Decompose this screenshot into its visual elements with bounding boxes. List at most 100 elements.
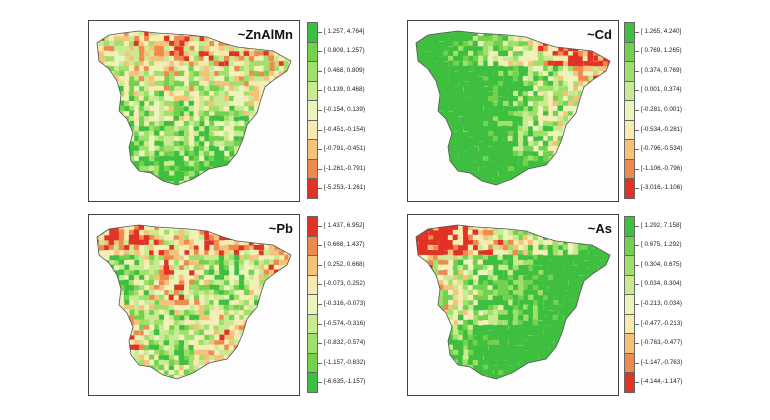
- legend-swatch: [624, 158, 635, 180]
- legend-tick: [318, 51, 322, 53]
- legend-tick: [318, 31, 322, 33]
- legend-label: [ 0.252, 0.668): [324, 260, 365, 268]
- legend-swatch: [624, 178, 635, 199]
- legend-label: [-0.832,-0.574): [324, 339, 366, 347]
- legend-swatch: [307, 158, 318, 180]
- legend-label: [-0.534,-0.281): [641, 125, 683, 133]
- legend-tick: [318, 149, 322, 151]
- country-border: [96, 224, 292, 380]
- legend-label: [ 0.304, 0.675): [641, 260, 682, 268]
- legend-label: [-4.144,-1.147): [641, 378, 683, 386]
- legend-label: [ 0.809, 1.257): [324, 47, 365, 55]
- legend-label: [-0.796,-0.534): [641, 145, 683, 153]
- legend-swatch: [624, 294, 635, 315]
- legend-label: [-0.213, 0.034): [641, 300, 682, 307]
- legend-swatch: [307, 372, 318, 393]
- legend-label: [-1.157,-0.832): [324, 358, 366, 366]
- legend-tick: [635, 188, 639, 190]
- legend-tick: [318, 323, 322, 325]
- legend-label: [-0.281, 0.001): [641, 106, 682, 113]
- legend-swatch: [624, 372, 635, 393]
- map-title: ~Pb: [268, 221, 293, 236]
- legend-tick: [635, 149, 639, 151]
- legend-swatch: [307, 274, 318, 296]
- legend-tick: [635, 90, 639, 92]
- legend-tick: [318, 110, 322, 111]
- legend-label: [ 1.437, 6.952]: [324, 221, 365, 229]
- legend-swatch: [307, 333, 318, 354]
- spain-choropleth-map: [415, 224, 611, 380]
- legend-tick: [318, 304, 322, 305]
- legend-label: [-0.791,-0.451): [324, 145, 366, 153]
- map-title: ~As: [587, 221, 612, 236]
- legend-label: [-1.147,-0.763): [641, 358, 683, 366]
- legend-label: [-0.316,-0.073): [324, 300, 366, 307]
- legend-tick: [635, 225, 639, 227]
- map-title: ~Cd: [587, 27, 612, 42]
- legend-label: [-5.253,-1.261): [324, 184, 366, 192]
- legend-label: [-0.154, 0.139): [324, 106, 365, 113]
- legend: [ 1.265, 4.240] [ 0.769, 1.265) [ 0.374, 0…: [624, 22, 704, 199]
- legend-label: [ 1.292, 7.158]: [641, 221, 682, 229]
- legend-tick: [635, 51, 639, 53]
- legend-tick: [318, 284, 322, 286]
- legend-swatch: [624, 41, 635, 63]
- legend-label: [ 0.769, 1.265): [641, 47, 682, 55]
- legend-label: [ 0.668, 1.437): [324, 241, 365, 249]
- legend-swatch: [624, 352, 635, 374]
- legend-tick: [635, 323, 639, 325]
- map-frame: ~Pb: [88, 214, 300, 396]
- legend-swatch: [624, 61, 635, 82]
- legend-swatch: [307, 100, 318, 121]
- legend-swatch: [624, 139, 635, 160]
- legend-tick: [635, 284, 639, 286]
- legend-swatch: [307, 255, 318, 276]
- legend-swatch: [307, 178, 318, 199]
- legend-swatch: [307, 235, 318, 257]
- map-frame: ~As: [407, 214, 619, 396]
- legend-label: [-1.106,-0.796): [641, 164, 683, 172]
- legend-label: [-0.574,-0.316): [324, 319, 366, 327]
- legend-label: [ 0.001, 0.374): [641, 86, 682, 94]
- legend-tick: [635, 362, 639, 364]
- legend-tick: [635, 129, 639, 131]
- legend-tick: [318, 225, 322, 227]
- legend-swatch: [307, 22, 318, 43]
- legend-label: [-0.073, 0.252): [324, 280, 365, 288]
- legend: [ 1.292, 7.158] [ 0.675, 1.292) [ 0.304, 0…: [624, 216, 704, 393]
- legend-swatch: [307, 294, 318, 315]
- legend-tick: [318, 129, 322, 131]
- legend-swatch: [624, 80, 635, 102]
- legend-tick: [635, 245, 639, 247]
- legend-tick: [635, 304, 639, 305]
- legend-swatch: [624, 235, 635, 257]
- spain-choropleth-map: [96, 30, 292, 186]
- legend-tick: [318, 70, 322, 72]
- legend-swatch: [624, 333, 635, 354]
- legend-swatch: [307, 313, 318, 335]
- legend-tick: [318, 188, 322, 190]
- legend-tick: [635, 382, 639, 384]
- legend-label: [ 0.675, 1.292): [641, 241, 682, 249]
- map-title: ~ZnAlMn: [237, 27, 293, 42]
- legend-label: [-3.016,-1.106): [641, 184, 683, 192]
- legend-label: [ 1.257, 4.764]: [324, 27, 365, 35]
- legend-tick: [318, 90, 322, 92]
- municipality-cells: [416, 31, 610, 185]
- legend-label: [ 0.468, 0.809): [324, 66, 365, 74]
- legend-swatch: [307, 139, 318, 160]
- legend-label: [-0.763,-0.477): [641, 339, 683, 347]
- legend: [ 1.257, 4.764] [ 0.809, 1.257) [ 0.468, 0…: [307, 22, 387, 199]
- legend-swatch: [624, 22, 635, 43]
- legend-swatch: [307, 119, 318, 141]
- legend-tick: [318, 362, 322, 364]
- legend-label: [-0.477,-0.213): [641, 319, 683, 327]
- legend-tick: [635, 264, 639, 266]
- legend-label: [-0.451,-0.154): [324, 125, 366, 133]
- legend-tick: [635, 70, 639, 72]
- legend-swatch: [624, 274, 635, 296]
- legend-tick: [635, 110, 639, 111]
- municipality-cells: [416, 225, 610, 379]
- country-border: [96, 30, 292, 186]
- municipality-cells: [97, 225, 291, 379]
